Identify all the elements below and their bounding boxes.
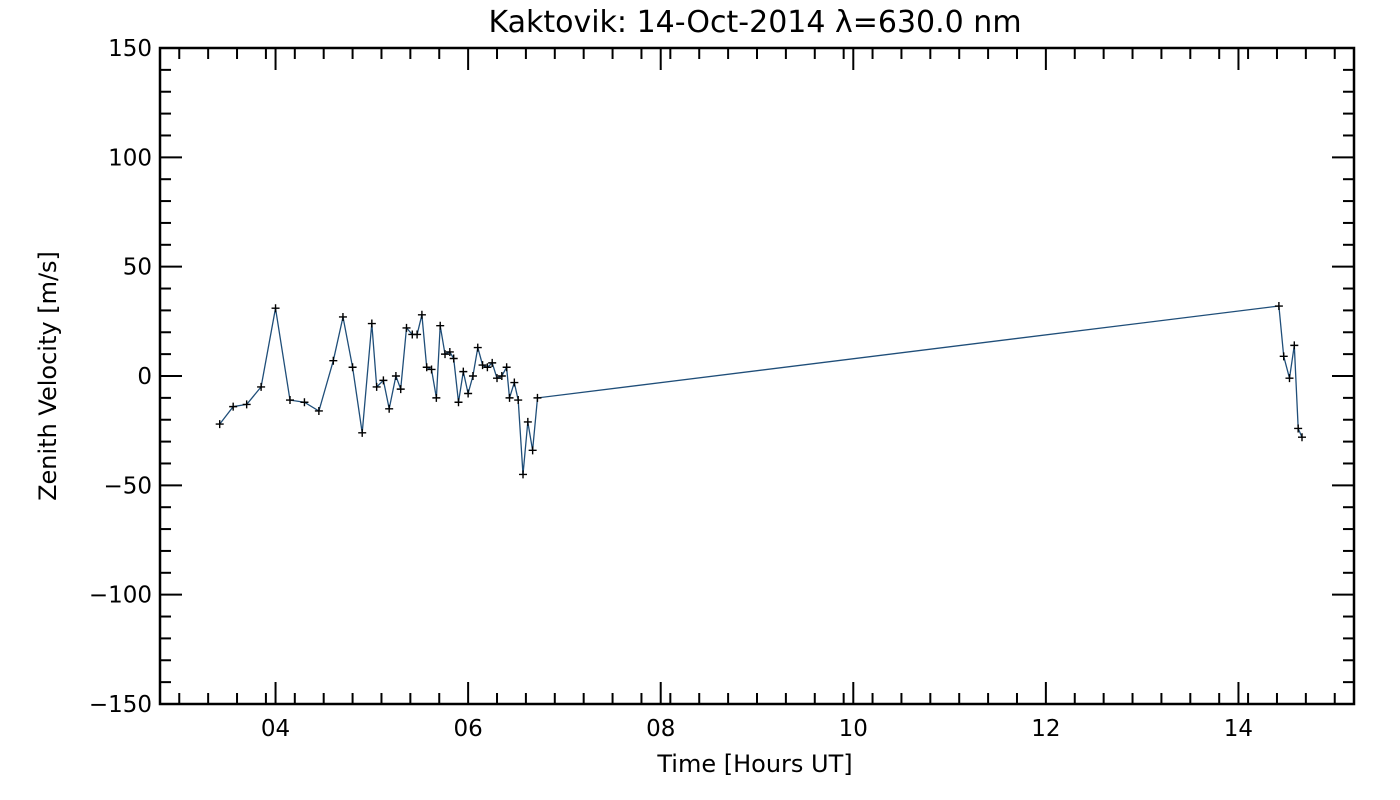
data-point-marker — [523, 417, 532, 426]
data-point-marker — [372, 382, 381, 391]
x-tick-label: 04 — [261, 716, 290, 742]
data-point-marker — [488, 358, 497, 367]
data-point-marker — [385, 404, 394, 413]
data-point-marker — [396, 385, 405, 394]
x-tick-label: 14 — [1224, 716, 1253, 742]
data-point-marker — [1285, 374, 1294, 383]
data-point-marker — [514, 396, 523, 405]
data-point-marker — [391, 372, 400, 380]
y-tick-label: 50 — [123, 255, 152, 281]
x-tick-label: 08 — [646, 716, 675, 742]
data-point-marker — [215, 420, 224, 429]
data-point-marker — [497, 372, 506, 380]
data-point-marker — [379, 376, 388, 385]
data-point-marker — [358, 428, 367, 437]
data-point-marker — [449, 354, 458, 363]
data-point-marker — [402, 323, 411, 332]
data-point-marker — [1298, 433, 1306, 442]
axis-ticks — [160, 47, 1354, 705]
data-point-marker — [493, 374, 502, 383]
chart-title: Kaktovik: 14-Oct-2014 λ=630.0 nm — [488, 5, 1021, 40]
y-axis-label: Zenith Velocity [m/s] — [34, 251, 62, 501]
x-tick-label: 06 — [453, 716, 482, 742]
y-tick-label: −50 — [103, 473, 152, 499]
data-point-marker — [338, 312, 347, 321]
data-point-marker — [242, 400, 251, 409]
axis-tick-labels: −150 −100 −50 0 50 100 150 04 06 08 10 12 14 — [89, 36, 1253, 742]
data-point-marker — [348, 363, 357, 372]
data-point-marker — [459, 367, 468, 376]
series-line — [219, 305, 1303, 475]
x-axis-label: Time [Hours UT] — [656, 750, 852, 778]
data-point-marker — [432, 393, 441, 402]
data-point-marker — [473, 343, 482, 352]
data-point-marker — [519, 470, 528, 479]
x-tick-label: 12 — [1031, 716, 1060, 742]
data-point-marker — [441, 350, 450, 359]
data-point-marker — [510, 378, 519, 387]
data-point-marker — [271, 304, 280, 313]
data-point-marker — [329, 356, 338, 365]
data-point-marker — [422, 363, 431, 372]
x-tick-label: 10 — [839, 716, 868, 742]
y-tick-label: −150 — [89, 692, 152, 718]
data-point-marker — [1279, 352, 1288, 361]
y-tick-label: 100 — [108, 145, 152, 171]
data-point-marker — [1274, 302, 1283, 311]
data-point-marker — [1290, 341, 1299, 350]
data-point-marker — [229, 402, 238, 411]
data-point-marker — [483, 363, 492, 372]
data-point-marker — [454, 398, 463, 407]
data-point-marker — [445, 347, 454, 356]
data-point-marker — [436, 321, 445, 330]
data-point-marker — [502, 363, 511, 372]
plot-frame — [158, 46, 1356, 706]
data-point-marker — [427, 365, 436, 374]
data-point-marker — [300, 398, 309, 407]
data-point-marker — [464, 389, 473, 398]
data-point-marker — [413, 330, 422, 339]
data-point-marker — [1294, 424, 1303, 433]
data-point-marker — [528, 446, 537, 455]
data-point-marker — [505, 393, 514, 402]
data-point-marker — [468, 372, 477, 380]
data-point-marker — [533, 393, 542, 402]
y-tick-label: −100 — [89, 583, 152, 609]
data-point-marker — [285, 396, 294, 405]
y-tick-label: 0 — [137, 364, 152, 390]
data-point-marker — [314, 406, 323, 415]
y-tick-label: 150 — [108, 36, 152, 62]
data-point-marker — [367, 319, 376, 328]
data-point-marker — [257, 382, 266, 391]
data-point-marker — [417, 310, 426, 319]
data-series — [215, 302, 1306, 479]
data-point-marker — [478, 361, 487, 370]
